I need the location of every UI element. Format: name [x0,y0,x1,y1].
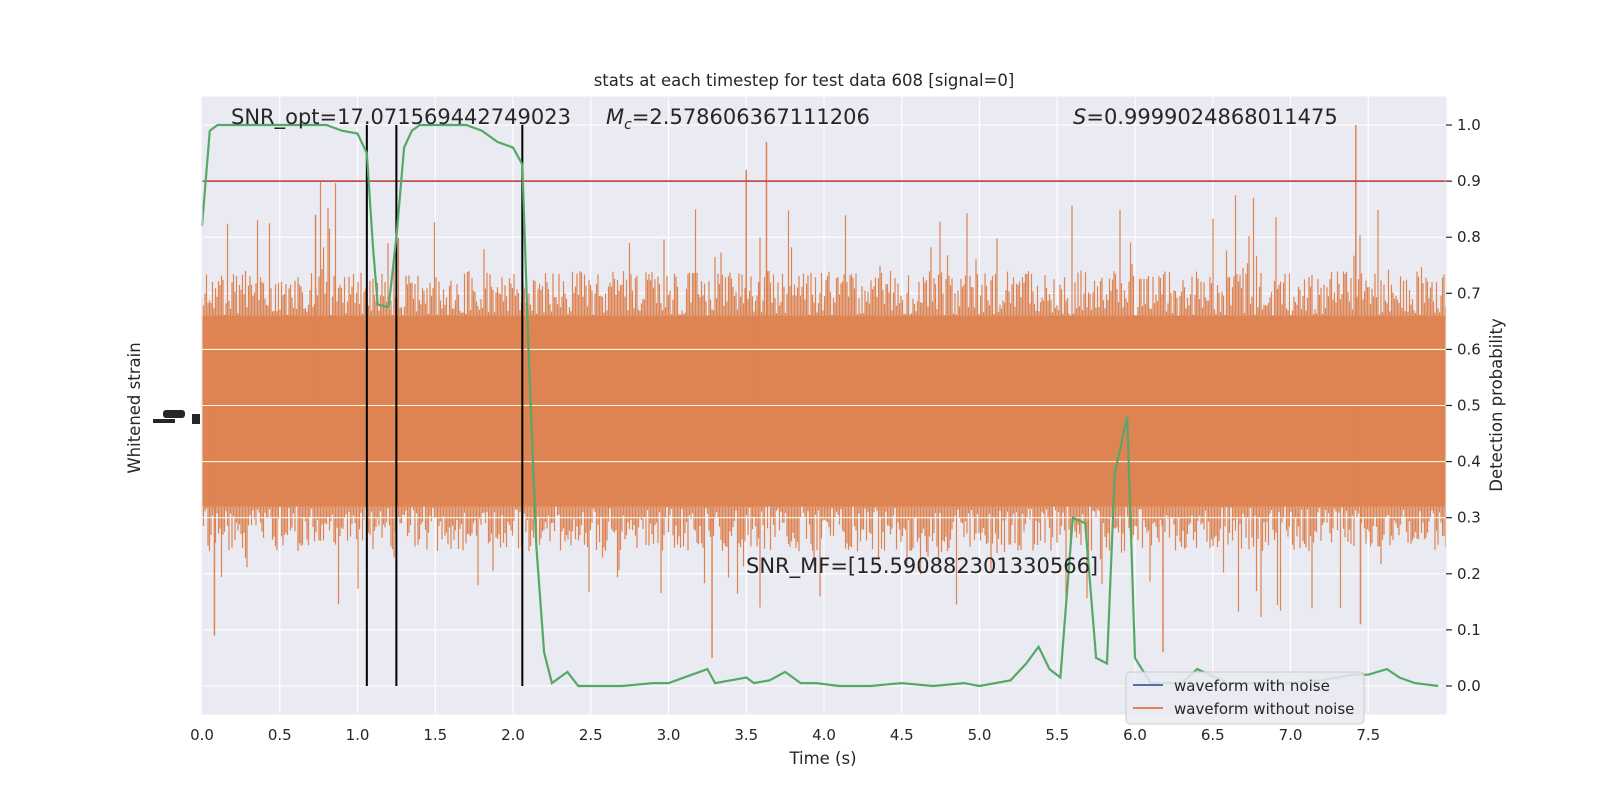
s-value: =0.9999024868011475 [1086,105,1337,129]
y-tick-label: 0.0 [1457,677,1481,695]
x-tick-label: 7.5 [1356,726,1380,744]
y-tick-label: 0.4 [1457,453,1481,471]
y-axis-right-label: Detection probability [1487,318,1506,492]
s-symbol: S [1073,105,1086,129]
y-tick-label: 0.3 [1457,509,1481,527]
x-tick-label: 2.5 [579,726,603,744]
mc-symbol: M [606,105,624,129]
x-tick-label: 4.5 [890,726,914,744]
y-tick-label: 0.8 [1457,228,1481,246]
mc-subscript: c [624,117,632,133]
chart-title: stats at each timestep for test data 608… [594,71,1015,90]
left-axis-ticks [153,410,200,424]
x-tick-label: 6.0 [1123,726,1147,744]
legend-box [1125,671,1365,725]
legend: waveform with noise waveform without noi… [1125,671,1365,725]
s-annotation: S=0.9999024868011475 [1073,105,1338,129]
y-tick-label: 1.0 [1457,116,1481,134]
x-tick-label: 5.5 [1045,726,1069,744]
y-tick-label: 0.5 [1457,397,1481,415]
x-tick-label: 5.0 [968,726,992,744]
y-tick-label: 0.6 [1457,340,1481,358]
x-tick-label: 7.0 [1279,726,1303,744]
x-tick-label: 0.5 [268,726,292,744]
snr-opt-annotation: SNR_opt=17.071569442749023 [231,105,571,130]
y-axis-left-label: Whitened strain [125,342,144,473]
x-tick-label: 4.0 [812,726,836,744]
x-tick-label: 3.5 [734,726,758,744]
x-tick-label: 1.0 [346,726,370,744]
x-tick-label: 0.0 [190,726,214,744]
y-tick-label: 0.7 [1457,284,1481,302]
snr-mf-annotation: SNR_MF=[15.590882301330566] [746,554,1098,579]
mc-annotation: Mc=2.578606367111206 [606,105,870,133]
x-tick-label: 6.5 [1201,726,1225,744]
y-tick-label: 0.9 [1457,172,1481,190]
x-tick-label: 2.0 [501,726,525,744]
legend-label-without-noise: waveform without noise [1174,700,1354,718]
x-tick-label: 1.5 [423,726,447,744]
legend-label-with-noise: waveform with noise [1174,677,1330,695]
mc-value: =2.578606367111206 [632,105,870,129]
y-tick-label: 0.2 [1457,565,1481,583]
x-tick-label: 3.0 [657,726,681,744]
x-axis-label: Time (s) [788,749,856,768]
y-tick-label: 0.1 [1457,621,1481,639]
